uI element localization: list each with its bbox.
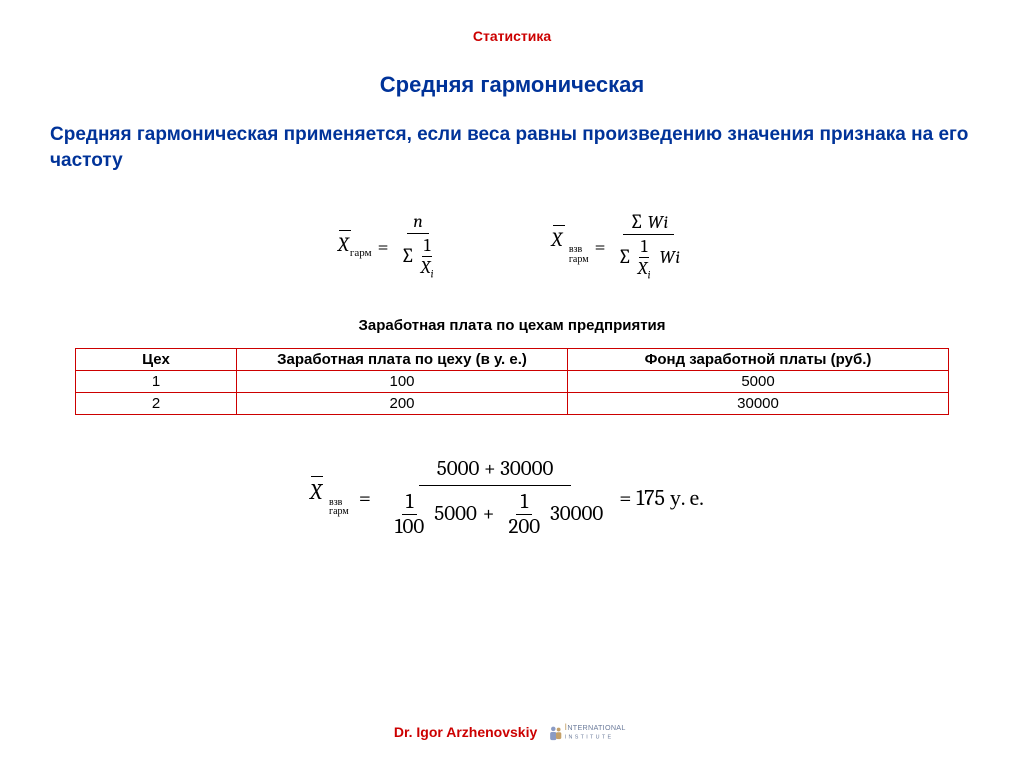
author-name: Dr. Igor Arzhenovskiy — [394, 724, 537, 740]
result-unit: у. е. — [670, 485, 704, 511]
formula-row: Xгарм = n ∑ 1 Xi X взв гарм = ∑ — [0, 209, 1024, 283]
equals-sign: = — [359, 485, 371, 511]
den-frac-1: 1 100 — [391, 490, 428, 539]
cell: 30000 — [568, 392, 949, 414]
table-row: 2 200 30000 — [76, 392, 949, 414]
calculation-formula: X взв гарм = 5000 + 30000 1 100 5000 + 1… — [0, 455, 1024, 541]
cell: 5000 — [568, 370, 949, 392]
numerator: n — [413, 211, 423, 232]
th-fund: Фонд заработной платы (руб.) — [568, 348, 949, 370]
table-caption: Заработная плата по цехам предприятия — [0, 317, 1024, 334]
fraction: n ∑ 1 Xi — [395, 210, 442, 282]
equals-sign: = — [595, 235, 606, 258]
table-row: 1 100 5000 — [76, 370, 949, 392]
header-label: Статистика — [0, 0, 1024, 44]
footer: Dr. Igor Arzhenovskiy INTERNATIONAL I N … — [0, 723, 1024, 741]
den-mult-2: 30000 — [550, 502, 603, 526]
fraction: ∑ Wi ∑ 1 Xi Wi — [612, 209, 686, 283]
formula-harmonic-simple: Xгарм = n ∑ 1 Xi — [338, 209, 442, 283]
formula-harmonic-weighted: X взв гарм = ∑ Wi ∑ 1 Xi Wi — [552, 209, 687, 283]
den-frac-2: 1 200 — [504, 490, 544, 539]
num-a: 5000 — [437, 457, 480, 481]
xbar-harm: Xгарм — [338, 233, 372, 259]
wage-table: Цех Заработная плата по цеху (в у. е.) Ф… — [75, 348, 949, 415]
den-mult-1: 5000 — [434, 502, 477, 526]
th-workshop: Цех — [76, 348, 237, 370]
institute-logo-icon: INTERNATIONAL I N S T I T U T E — [550, 724, 626, 740]
subtitle: Средняя гармоническая применяется, если … — [50, 122, 974, 173]
cell: 1 — [76, 370, 237, 392]
calc-fraction: 5000 + 30000 1 100 5000 + 1 200 30000 — [381, 455, 609, 541]
cell: 200 — [237, 392, 568, 414]
th-wage: Заработная плата по цеху (в у. е.) — [237, 348, 568, 370]
equals-sign: = 175 у. е. — [619, 485, 704, 511]
cell: 100 — [237, 370, 568, 392]
cell: 2 — [76, 392, 237, 414]
num-b: 30000 — [500, 457, 553, 481]
result-value: 175 — [636, 485, 665, 511]
table-header-row: Цех Заработная плата по цеху (в у. е.) Ф… — [76, 348, 949, 370]
equals-sign: = — [378, 235, 389, 258]
page-title: Средняя гармоническая — [0, 72, 1024, 98]
xbar-calc: X взв гарм — [310, 479, 349, 517]
xbar-harm-weighted: X взв гарм — [552, 228, 589, 264]
